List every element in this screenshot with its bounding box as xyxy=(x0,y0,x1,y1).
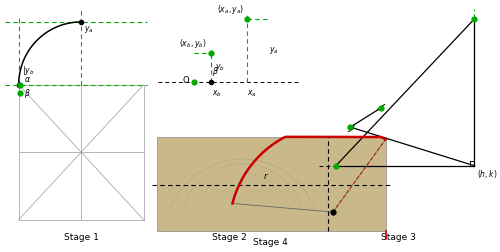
Text: $x_a$: $x_a$ xyxy=(248,88,257,99)
Text: $(x_a, y_a)$: $(x_a, y_a)$ xyxy=(218,3,244,16)
Text: $(x_b, y_b)$: $(x_b, y_b)$ xyxy=(178,37,206,50)
Text: Stage 2: Stage 2 xyxy=(212,233,246,242)
Text: $\beta$: $\beta$ xyxy=(24,87,31,100)
Text: O: O xyxy=(182,76,189,85)
Bar xyxy=(157,137,386,231)
Text: $r$: $r$ xyxy=(263,171,268,181)
Text: $(h,k)$: $(h,k)$ xyxy=(477,168,498,180)
Text: Stage 1: Stage 1 xyxy=(64,233,98,242)
Text: Stage 4: Stage 4 xyxy=(253,238,288,247)
Text: $x_b$: $x_b$ xyxy=(212,88,222,99)
Text: $|y_b$: $|y_b$ xyxy=(22,64,34,77)
Text: $y_a$: $y_a$ xyxy=(84,24,94,35)
Text: $y_a$: $y_a$ xyxy=(268,45,278,56)
Text: $\alpha$: $\alpha$ xyxy=(24,75,32,84)
Text: Stage 3: Stage 3 xyxy=(381,233,416,242)
Text: $y_b$: $y_b$ xyxy=(215,62,224,73)
Text: $\beta$: $\beta$ xyxy=(212,65,218,78)
